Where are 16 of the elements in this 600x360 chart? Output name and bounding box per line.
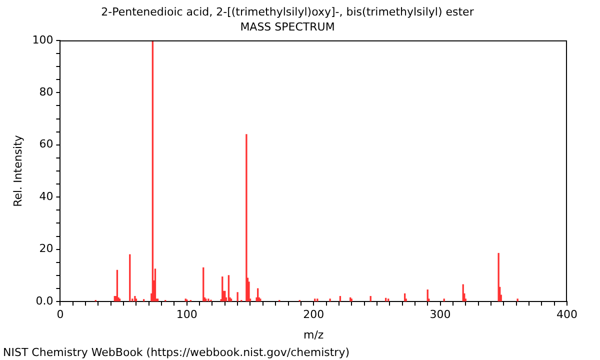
x-tick-label: 300 (430, 308, 451, 322)
text: NIST Chemistry WebBook (https://webbook.nist.gov/chemistry) (3, 346, 350, 359)
y-tick-label: 20 (39, 242, 54, 256)
chart-title: 2-Pentenedioic acid, 2-[(trimethylsilyl)oxy]-, bis(trimethylsilyl) ester (101, 5, 474, 18)
x-tick-label: 100 (176, 308, 198, 322)
y-axis-title: Rel. Intensity (11, 134, 24, 207)
y-tick-label: 40 (39, 190, 54, 203)
x-axis-title: m/z (303, 328, 324, 342)
x-tick-label: 200 (303, 308, 324, 322)
y-tick-label: 80 (39, 86, 54, 98)
y-tick-label: 100 (32, 33, 54, 46)
y-tick-label: 0.0 (36, 294, 54, 308)
x-tick-label: 400 (556, 308, 578, 322)
x-tick-label: 0 (56, 308, 64, 322)
y-tick-label: 60 (39, 138, 54, 151)
chart-subtitle: MASS SPECTRUM (240, 20, 335, 34)
